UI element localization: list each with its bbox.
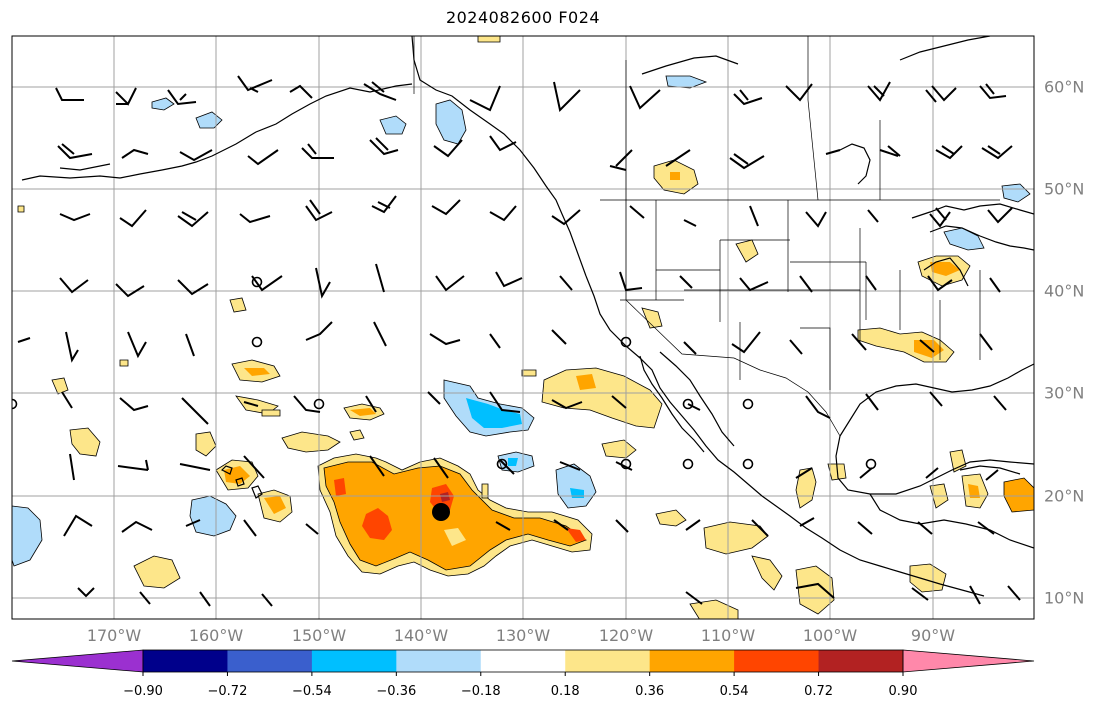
colorbar-frame	[142, 649, 904, 673]
lat-label-10n: 10°N	[1044, 588, 1085, 608]
graticule	[12, 36, 1034, 619]
lon-label-140w: 140°W	[393, 626, 449, 645]
lon-label-110w: 110°W	[700, 626, 756, 645]
colorbar-segment	[734, 650, 820, 672]
lon-label-170w: 170°W	[86, 626, 142, 645]
colorbar-segment	[311, 650, 397, 672]
lon-label-90w: 90°W	[910, 626, 956, 645]
colorbar-segment	[565, 650, 651, 672]
colorbar-segment	[649, 650, 735, 672]
lat-label-50n: 50°N	[1044, 179, 1085, 199]
wind-barbs	[17, 75, 1021, 607]
colorbar-tick-label: −0.18	[460, 684, 501, 699]
colorbar-segment	[227, 650, 313, 672]
colorbar-tick-label: −0.90	[123, 684, 163, 699]
political-borders	[413, 36, 1000, 437]
lat-label-30n: 30°N	[1044, 383, 1085, 403]
colorbar-tick-label: 0.36	[635, 684, 665, 699]
lon-label-130w: 130°W	[495, 626, 551, 645]
colorbar-segment	[143, 650, 228, 672]
colorbar	[11, 649, 1035, 676]
calm-markers	[12, 276, 877, 470]
colorbar-tick-label: 0.72	[804, 684, 834, 699]
lon-label-100w: 100°W	[802, 626, 858, 645]
colorbar-tick-label: 0.18	[550, 684, 580, 699]
colorbar-extend-low	[11, 649, 144, 673]
colorbar-segment	[818, 650, 904, 672]
colorbar-tick-label: 0.90	[888, 684, 918, 699]
lon-label-150w: 150°W	[291, 626, 347, 645]
colorbar-extend-high	[902, 649, 1035, 673]
lat-label-20n: 20°N	[1044, 486, 1085, 506]
map-frame	[11, 35, 1035, 620]
colorbar-tick-label: −0.36	[376, 684, 417, 699]
colorbar-tick-label: 0.54	[719, 684, 749, 699]
positive-anomaly-regions	[17, 36, 1034, 619]
negative-anomaly-regions	[12, 75, 1031, 567]
lat-label-40n: 40°N	[1044, 281, 1085, 301]
lat-label-60n: 60°N	[1044, 77, 1085, 97]
lon-label-160w: 160°W	[188, 626, 244, 645]
colorbar-tick-label: −0.54	[291, 684, 332, 699]
colorbar-segment	[396, 650, 482, 672]
colorbar-segment	[480, 650, 566, 672]
storm-center-marker	[432, 503, 450, 521]
lon-label-120w: 120°W	[598, 626, 654, 645]
colorbar-tick-label: −0.72	[207, 684, 248, 699]
map-title: 2024082600 F024	[445, 8, 601, 27]
coastlines	[21, 36, 1034, 597]
